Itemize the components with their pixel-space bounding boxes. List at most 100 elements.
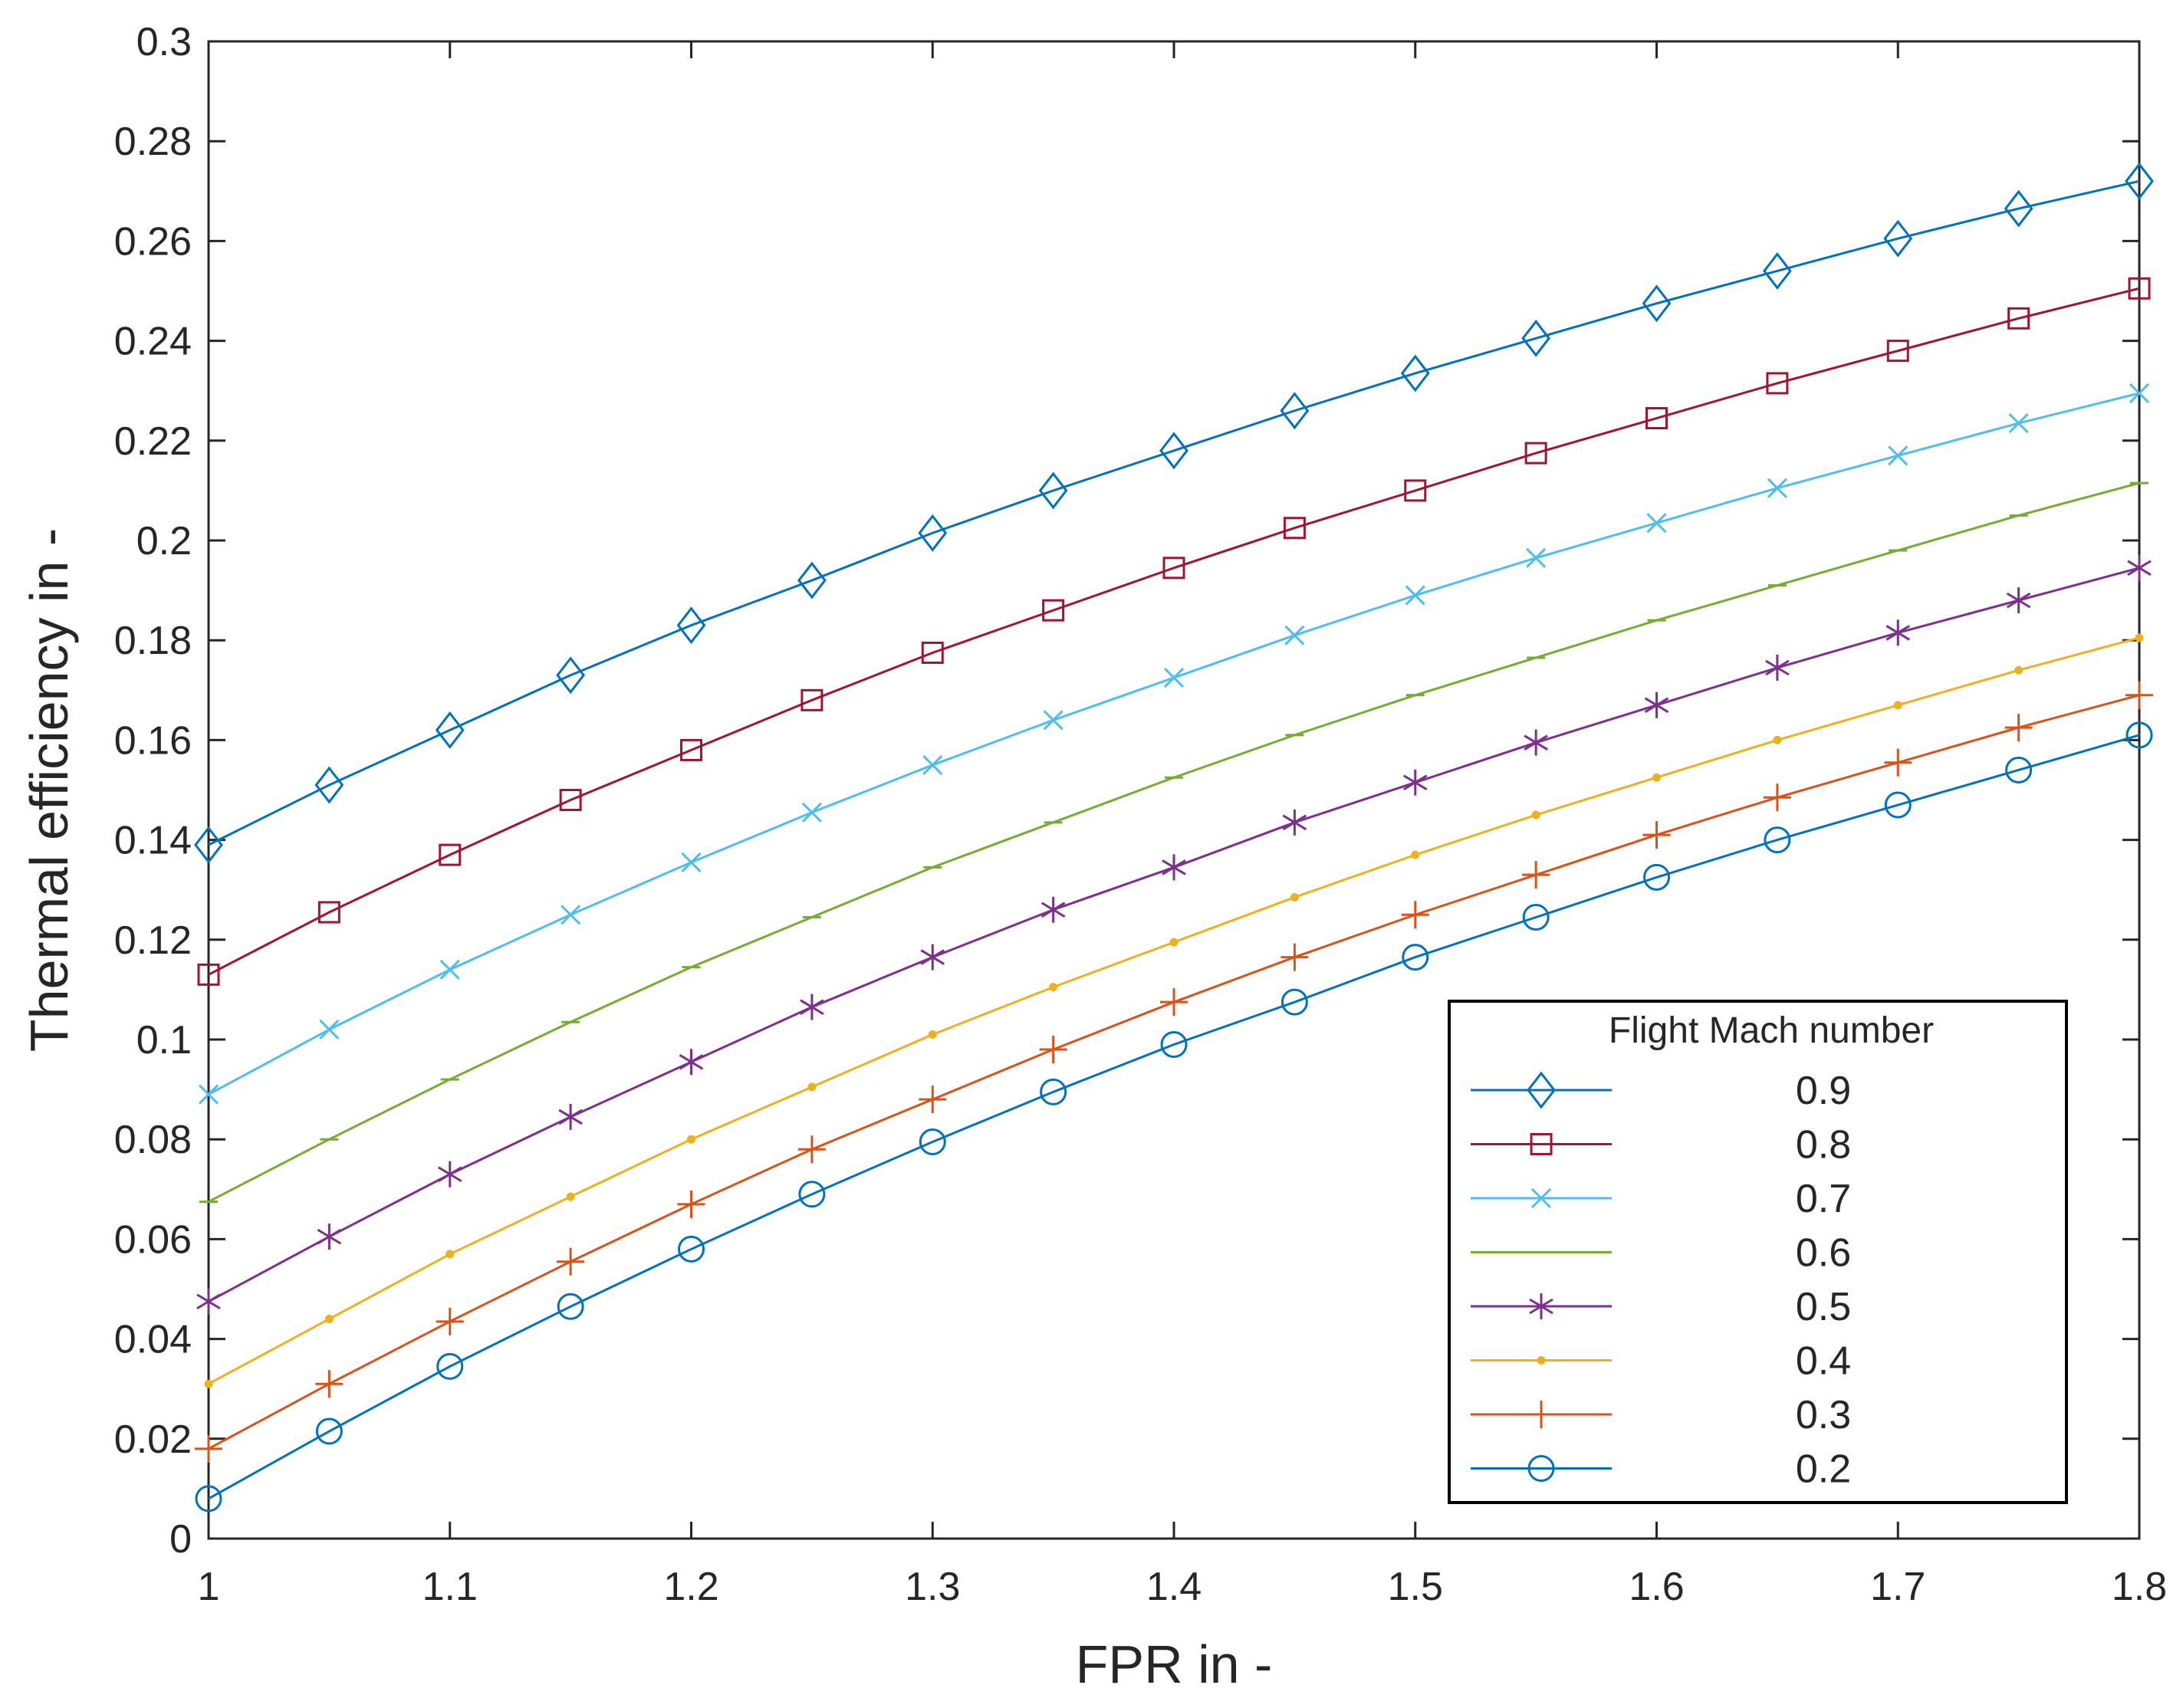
data-point-x xyxy=(801,802,822,823)
data-point-square xyxy=(2007,307,2030,330)
data-point-x xyxy=(922,754,943,776)
data-point-square xyxy=(1283,517,1306,540)
legend-label: 0.4 xyxy=(1796,1339,1851,1384)
data-point-circle xyxy=(195,1485,222,1513)
legend: Flight Mach number 0.9 0.8 0.7 0.6 0.5 0.4 0.3 0… xyxy=(1448,1000,2068,1504)
data-point-point xyxy=(445,1250,455,1259)
data-point-x xyxy=(1526,547,1547,568)
data-point-plus xyxy=(919,1086,947,1114)
data-point-x xyxy=(2129,383,2150,404)
data-point-plus xyxy=(1884,748,1912,777)
legend-marker-point xyxy=(1537,1356,1546,1365)
x-tick-label: 1.5 xyxy=(1388,1565,1443,1609)
data-point-x xyxy=(319,1019,340,1040)
legend-label: 0.3 xyxy=(1796,1393,1851,1437)
data-point-point xyxy=(1652,773,1661,782)
series-mach-0-7 xyxy=(198,383,2150,1105)
data-point-point xyxy=(928,1030,937,1039)
y-tick-label: 0.16 xyxy=(114,718,192,763)
data-point-square xyxy=(559,789,582,812)
data-point-plus xyxy=(1281,943,1309,971)
y-tick-label: 0 xyxy=(169,1517,192,1562)
series-mach-0-3 xyxy=(195,681,2153,1463)
data-point-asterisk xyxy=(920,944,945,971)
series-mach-0-9 xyxy=(194,162,2154,864)
data-point-asterisk xyxy=(1162,854,1186,881)
data-point-diamond xyxy=(2125,162,2154,200)
data-point-asterisk xyxy=(1041,896,1066,923)
data-point-diamond xyxy=(1762,252,1792,290)
y-tick-label: 0.18 xyxy=(114,619,192,663)
data-point-point xyxy=(1893,701,1902,710)
data-point-circle xyxy=(678,1235,705,1263)
data-point-point xyxy=(324,1315,334,1324)
data-point-diamond xyxy=(1400,354,1430,393)
data-point-point xyxy=(2135,633,2144,642)
data-point-diamond xyxy=(435,711,465,749)
data-point-plus xyxy=(797,1135,826,1164)
data-point-square xyxy=(1042,599,1065,622)
y-tick-label: 0.2 xyxy=(136,519,192,563)
data-point-diamond xyxy=(556,656,586,695)
legend-marker-x xyxy=(1530,1187,1552,1209)
data-point-asterisk xyxy=(1765,655,1790,682)
series-line xyxy=(208,287,2140,976)
data-point-square xyxy=(439,843,462,866)
legend-item: 0.8 xyxy=(1471,1123,1851,1168)
data-point-circle xyxy=(2005,756,2033,783)
legend-item: 0.2 xyxy=(1471,1447,1851,1492)
x-tick-label: 1.6 xyxy=(1629,1565,1684,1609)
data-point-x xyxy=(1405,585,1425,606)
data-point-square xyxy=(1404,479,1427,502)
data-point-square xyxy=(921,641,944,664)
data-point-x xyxy=(1646,513,1667,534)
data-point-diamond xyxy=(1642,284,1672,323)
legend-marker-plus xyxy=(1527,1401,1555,1428)
data-point-circle xyxy=(1040,1078,1067,1105)
data-point-circle xyxy=(1884,791,1912,819)
data-point-plus xyxy=(195,1434,222,1463)
series-mach-0-2 xyxy=(195,721,2153,1513)
data-point-x xyxy=(439,959,460,980)
y-tick-label: 0.22 xyxy=(114,419,192,464)
y-tick-label: 0.1 xyxy=(136,1018,192,1063)
data-point-point xyxy=(1773,735,1782,744)
data-point-asterisk xyxy=(800,994,824,1020)
data-point-asterisk xyxy=(1524,729,1548,756)
data-point-square xyxy=(1886,340,1909,363)
data-point-diamond xyxy=(2004,189,2033,228)
data-point-circle xyxy=(1160,1031,1188,1059)
data-point-diamond xyxy=(194,826,223,864)
data-point-plus xyxy=(1401,901,1429,929)
legend-label: 0.2 xyxy=(1796,1447,1851,1492)
data-point-point xyxy=(807,1082,817,1092)
data-point-square xyxy=(1162,557,1185,580)
data-point-circle xyxy=(919,1128,946,1155)
data-point-circle xyxy=(436,1352,464,1380)
data-point-diamond xyxy=(797,561,827,599)
data-point-x xyxy=(1767,478,1787,498)
data-point-diamond xyxy=(918,514,948,552)
legend-item: 0.9 xyxy=(1471,1069,1851,1113)
data-point-asterisk xyxy=(1402,769,1428,796)
legend-label: 0.5 xyxy=(1796,1285,1851,1329)
data-point-square xyxy=(1524,442,1547,465)
data-point-square xyxy=(317,901,340,924)
series-mach-0-4 xyxy=(204,633,2144,1388)
legend-label: 0.9 xyxy=(1796,1069,1851,1113)
data-point-circle xyxy=(1643,863,1670,891)
data-point-point xyxy=(1290,892,1299,902)
x-tick-label: 1.1 xyxy=(422,1565,478,1609)
data-point-plus xyxy=(2125,681,2153,709)
data-point-point xyxy=(566,1192,575,1201)
legend-item: 0.3 xyxy=(1471,1393,1851,1437)
data-point-asterisk xyxy=(1885,619,1911,646)
data-point-circle xyxy=(798,1181,826,1208)
data-point-circle xyxy=(1764,826,1791,854)
series-mach-0-8 xyxy=(197,277,2151,986)
series-mach-0-5 xyxy=(196,554,2152,1315)
legend-label: 0.6 xyxy=(1796,1231,1851,1276)
data-point-x xyxy=(1888,445,1908,466)
series-line xyxy=(208,179,2140,846)
data-point-asterisk xyxy=(437,1161,462,1187)
